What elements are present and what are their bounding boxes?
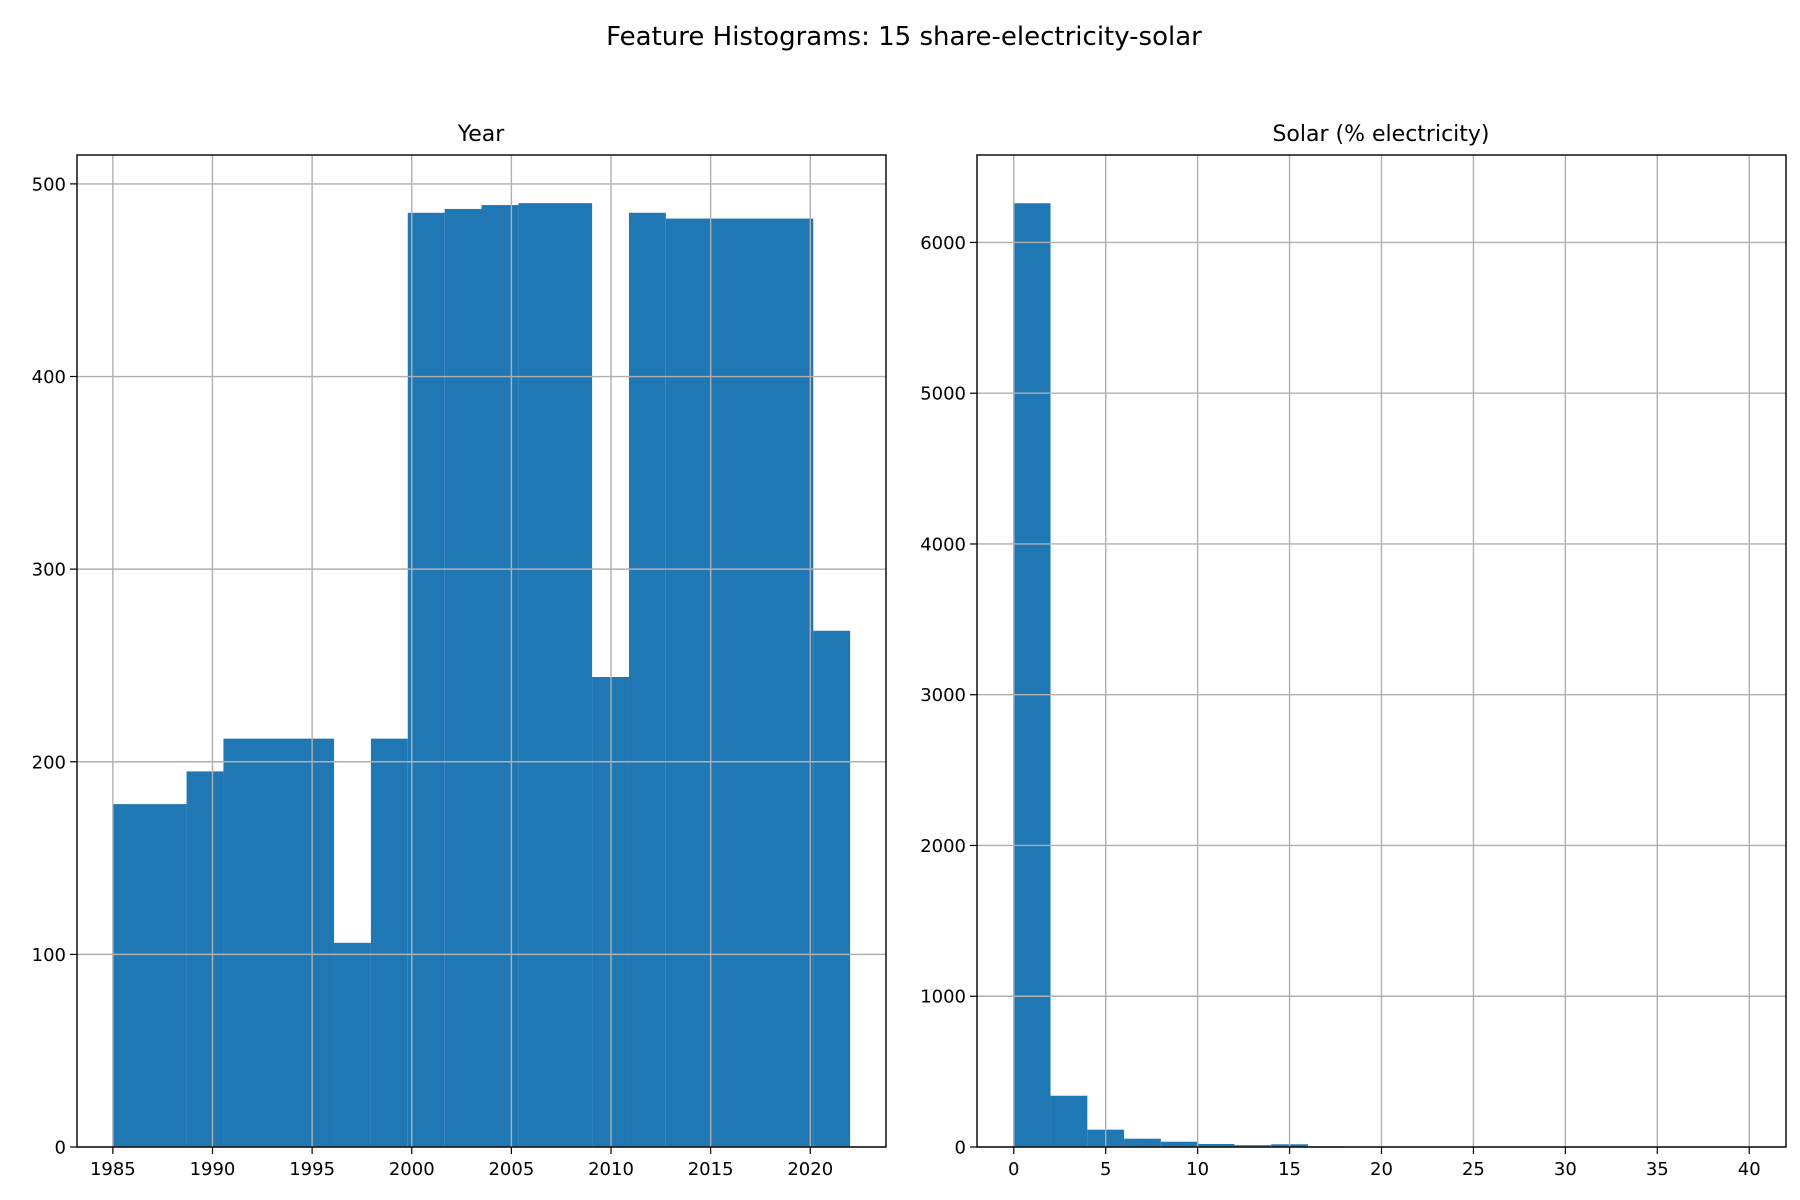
solar-xtick-label-5: 25 [1462, 1159, 1485, 1180]
solar-xtick-label-4: 20 [1370, 1159, 1393, 1180]
year-bar-8 [518, 203, 593, 1147]
year-bar-5 [407, 212, 445, 1148]
solar-histogram-title: Solar (% electricity) [1272, 122, 1489, 147]
year-xtick-label-2: 1995 [289, 1159, 335, 1180]
solar-bar-4 [1160, 1141, 1198, 1147]
solar-ytick-label-0: 0 [955, 1138, 966, 1159]
year-ytick-label-2: 200 [32, 752, 66, 773]
year-xtick-label-6: 2015 [688, 1159, 734, 1180]
year-bar-10 [628, 212, 666, 1148]
year-histogram-title: Year [457, 122, 506, 147]
solar-xtick-label-1: 5 [1100, 1159, 1111, 1180]
solar-bar-5 [1197, 1143, 1235, 1147]
solar-xtick-label-8: 40 [1738, 1159, 1761, 1180]
solar-xtick-label-6: 30 [1554, 1159, 1577, 1180]
year-ytick-label-5: 500 [32, 174, 66, 195]
year-xtick-label-0: 1985 [90, 1159, 136, 1180]
solar-xtick-label-7: 35 [1646, 1159, 1669, 1180]
year-bar-7 [481, 205, 519, 1147]
solar-histogram-axes: Solar (% electricity) 0 5 10 15 20 25 30 35 40 0 1… [920, 122, 1787, 1180]
year-ytick-label-4: 400 [32, 367, 66, 388]
year-bar-12 [813, 630, 851, 1147]
solar-bar-3 [1124, 1138, 1161, 1147]
year-bar-2 [223, 738, 335, 1147]
solar-bar-1 [1050, 1095, 1088, 1147]
year-ytick-label-3: 300 [32, 560, 66, 581]
year-bar-4 [370, 738, 408, 1147]
solar-grid [977, 155, 1786, 1148]
solar-ytick-label-3: 3000 [920, 685, 966, 706]
year-bar-11 [665, 218, 814, 1147]
year-bars [112, 203, 851, 1148]
solar-ytick-label-5: 5000 [920, 384, 966, 405]
year-bar-6 [444, 208, 482, 1147]
year-ytick-label-1: 100 [32, 945, 66, 966]
year-histogram-axes: Year 1985 1990 1995 2000 2005 2010 2015 2020 0 10… [32, 122, 887, 1180]
year-xtick-label-3: 2000 [389, 1159, 435, 1180]
year-xtick-label-7: 2020 [787, 1159, 833, 1180]
solar-ytick-label-4: 4000 [920, 534, 966, 555]
solar-bar-6 [1234, 1145, 1272, 1147]
solar-xtick-label-0: 0 [1008, 1159, 1019, 1180]
year-xtick-label-5: 2010 [588, 1159, 634, 1180]
year-xtick-label-4: 2005 [488, 1159, 534, 1180]
solar-bars [1013, 203, 1750, 1148]
solar-bar-0 [1013, 203, 1051, 1148]
solar-xtick-label-2: 10 [1186, 1159, 1209, 1180]
year-bar-1 [186, 771, 224, 1147]
figure-suptitle: Feature Histograms: 15 share-electricity… [606, 22, 1202, 52]
solar-ytick-label-6: 6000 [920, 233, 966, 254]
year-ytick-label-0: 0 [55, 1138, 66, 1159]
year-xtick-label-1: 1990 [190, 1159, 236, 1180]
year-grid [77, 155, 886, 1148]
solar-ytick-label-2: 2000 [920, 836, 966, 857]
year-bar-3 [334, 942, 371, 1147]
solar-ytick-label-1: 1000 [920, 987, 966, 1008]
solar-xtick-label-3: 15 [1278, 1159, 1301, 1180]
year-axes-frame [76, 154, 887, 1148]
year-bar-0 [112, 804, 187, 1147]
